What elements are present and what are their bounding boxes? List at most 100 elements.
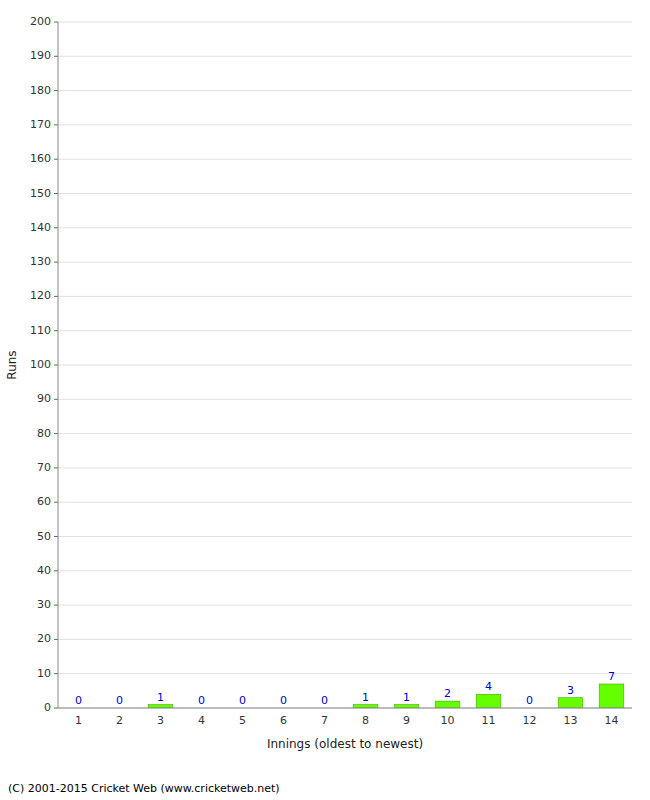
grid-line <box>58 56 632 57</box>
grid-line <box>58 673 632 674</box>
data-label: 1 <box>403 691 410 704</box>
y-tick-label: 60 <box>37 495 51 508</box>
y-axis-label: Runs <box>5 350 19 379</box>
x-tick-label: 13 <box>564 714 578 727</box>
x-tick-label: 4 <box>198 714 205 727</box>
grid-line <box>58 639 632 640</box>
y-tick-label: 170 <box>30 118 51 131</box>
x-tick-label: 14 <box>605 714 619 727</box>
grid-line <box>58 708 632 709</box>
grid-line <box>58 365 632 366</box>
y-tick <box>54 433 58 434</box>
y-tick <box>54 365 58 366</box>
y-tick <box>54 536 58 537</box>
bar <box>599 684 624 708</box>
data-label: 2 <box>444 687 451 700</box>
grid-line <box>58 570 632 571</box>
y-tick <box>54 330 58 331</box>
bar <box>558 698 583 708</box>
y-tick-label: 130 <box>30 255 51 268</box>
data-label: 4 <box>485 680 492 693</box>
y-tick <box>54 296 58 297</box>
y-tick-label: 20 <box>37 632 51 645</box>
y-tick-label: 70 <box>37 461 51 474</box>
x-tick-label: 10 <box>441 714 455 727</box>
data-label: 0 <box>280 694 287 707</box>
y-tick-label: 40 <box>37 564 51 577</box>
grid-line <box>58 433 632 434</box>
data-label: 0 <box>526 694 533 707</box>
x-tick-label: 3 <box>157 714 164 727</box>
data-label: 3 <box>567 684 574 697</box>
y-tick <box>54 159 58 160</box>
data-labels: 0 0 1 0 0 0 0 1 1 2 4 0 3 7 <box>75 670 615 707</box>
y-tick-label: 10 <box>37 667 51 680</box>
data-label: 0 <box>321 694 328 707</box>
data-label: 0 <box>198 694 205 707</box>
x-axis: 1234567891011121314 <box>75 714 619 727</box>
grid-line <box>58 605 632 606</box>
y-tick <box>54 124 58 125</box>
y-tick <box>54 708 58 709</box>
grid-line <box>58 262 632 263</box>
y-tick-label: 140 <box>30 221 51 234</box>
y-tick-label: 80 <box>37 427 51 440</box>
grid-line <box>58 399 632 400</box>
x-tick-label: 8 <box>362 714 369 727</box>
chart-container: 0102030405060708090100110120130140150160… <box>0 0 650 800</box>
data-label: 7 <box>608 670 615 683</box>
data-label: 1 <box>362 691 369 704</box>
y-tick <box>54 467 58 468</box>
y-tick-label: 120 <box>30 289 51 302</box>
x-tick-label: 7 <box>321 714 328 727</box>
data-label: 0 <box>116 694 123 707</box>
y-tick-label: 50 <box>37 530 51 543</box>
bars <box>148 684 624 708</box>
x-tick-label: 1 <box>75 714 82 727</box>
x-tick-label: 6 <box>280 714 287 727</box>
y-tick <box>54 673 58 674</box>
bar <box>435 701 460 708</box>
chart-svg: 0102030405060708090100110120130140150160… <box>0 0 650 800</box>
x-tick-label: 12 <box>523 714 537 727</box>
y-tick-label: 0 <box>44 701 51 714</box>
axes-lines <box>58 22 632 708</box>
grid-line <box>58 124 632 125</box>
grid-line <box>58 159 632 160</box>
y-tick-label: 200 <box>30 15 51 28</box>
bar <box>476 694 501 708</box>
grid-line <box>58 193 632 194</box>
grid-line <box>58 330 632 331</box>
y-tick <box>54 90 58 91</box>
data-label: 1 <box>157 691 164 704</box>
data-label: 0 <box>75 694 82 707</box>
x-tick-label: 9 <box>403 714 410 727</box>
y-axis: 0102030405060708090100110120130140150160… <box>30 15 58 714</box>
footer: (C) 2001-2015 Cricket Web (www.cricketwe… <box>8 782 280 795</box>
y-tick-label: 90 <box>37 392 51 405</box>
grid-line <box>58 296 632 297</box>
x-tick-label: 5 <box>239 714 246 727</box>
x-tick-label: 2 <box>116 714 123 727</box>
bar <box>394 705 419 708</box>
data-label: 0 <box>239 694 246 707</box>
y-tick <box>54 56 58 57</box>
y-tick-label: 30 <box>37 598 51 611</box>
grid-line <box>58 227 632 228</box>
grid-line <box>58 502 632 503</box>
grid-line <box>58 22 632 23</box>
y-tick <box>54 227 58 228</box>
y-tick-label: 110 <box>30 324 51 337</box>
bar <box>148 705 173 708</box>
y-tick <box>54 22 58 23</box>
y-tick <box>54 605 58 606</box>
grid <box>58 22 632 708</box>
y-tick-label: 180 <box>30 84 51 97</box>
y-tick-label: 190 <box>30 49 51 62</box>
grid-line <box>58 536 632 537</box>
bar <box>353 705 378 708</box>
y-tick-label: 150 <box>30 187 51 200</box>
y-tick-label: 100 <box>30 358 51 371</box>
y-tick <box>54 399 58 400</box>
x-axis-label: Innings (oldest to newest) <box>267 737 423 751</box>
